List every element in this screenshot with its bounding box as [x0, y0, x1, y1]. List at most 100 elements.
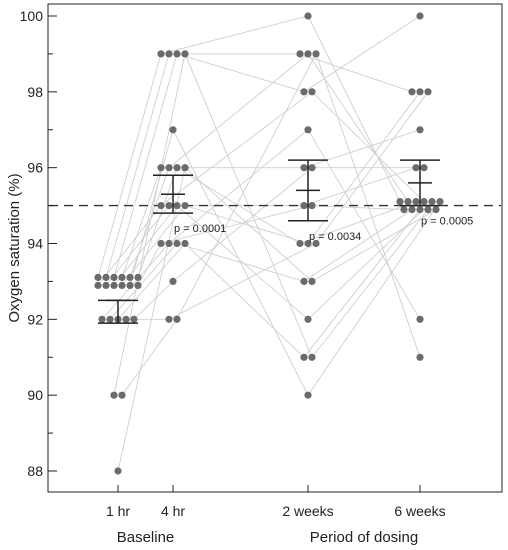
subject-line [117, 166, 437, 472]
data-point [308, 164, 316, 172]
data-point [114, 467, 122, 475]
data-point [134, 273, 142, 281]
data-point [157, 202, 165, 210]
x-axis: 1 hr 4 hr 2 weeks 6 weeks Baseline Period of … [106, 485, 446, 546]
data-point [169, 277, 177, 285]
confidence-intervals [98, 159, 440, 324]
data-point [308, 88, 316, 96]
data-point [308, 277, 316, 285]
ci-bar-4hr [153, 174, 193, 214]
subject-line [133, 167, 424, 320]
data-point [165, 164, 173, 172]
data-point [98, 315, 106, 323]
data-point [304, 391, 312, 399]
p-value-labels: p = 0.0001 p = 0.0034 p = 0.0005 [174, 216, 473, 243]
subject-line [97, 91, 425, 286]
data-point [432, 206, 440, 214]
data-point [312, 239, 320, 248]
data-point [396, 198, 404, 206]
data-point [165, 50, 173, 58]
y-tick-label: 90 [27, 387, 43, 403]
ci-bar-2wk [288, 159, 328, 222]
data-point [296, 50, 304, 58]
data-point [118, 281, 126, 289]
data-point [173, 239, 181, 248]
y-axis-title: Oxygen saturation (%) [6, 173, 23, 322]
data-point [106, 315, 114, 323]
data-point [304, 126, 312, 134]
data-point [300, 202, 308, 210]
data-point [102, 273, 110, 281]
data-point [420, 164, 428, 172]
ci-bar-6wk [400, 159, 440, 207]
data-point [304, 315, 312, 323]
data-point [304, 50, 312, 58]
data-point [424, 206, 432, 214]
data-point [102, 281, 110, 289]
data-point [130, 315, 138, 323]
p-value-6wk: p = 0.0005 [421, 216, 473, 228]
x-tick-label-1hr: 1 hr [106, 503, 130, 519]
subject-line [101, 129, 421, 320]
data-point [118, 391, 126, 399]
data-point [173, 50, 181, 58]
data-point [181, 239, 189, 248]
data-point [165, 239, 173, 248]
data-point [110, 273, 118, 281]
data-point [416, 88, 424, 96]
y-tick-label: 94 [27, 236, 43, 252]
data-point [94, 273, 102, 281]
data-points [94, 12, 444, 475]
subject-line [97, 15, 401, 278]
data-point [300, 88, 308, 96]
data-point [408, 206, 416, 214]
data-point [304, 239, 312, 248]
data-point [300, 164, 308, 172]
data-point [304, 12, 312, 20]
data-point [412, 164, 420, 172]
y-tick-label: 96 [27, 160, 43, 176]
subject-line [121, 52, 421, 396]
p-value-4hr: p = 0.0001 [174, 223, 226, 235]
data-point [173, 164, 181, 172]
data-point [308, 353, 316, 361]
data-point [300, 277, 308, 285]
data-point [424, 88, 432, 96]
x-tick-label-6wk: 6 weeks [394, 503, 445, 519]
x-tick-label-2wk: 2 weeks [282, 503, 333, 519]
data-point [165, 315, 173, 323]
data-point [126, 273, 134, 281]
data-point [157, 239, 165, 248]
plot-frame [47, 3, 503, 493]
data-point [416, 353, 424, 361]
data-point [408, 88, 416, 96]
subject-line [121, 91, 421, 286]
data-point [173, 202, 181, 210]
data-point [412, 198, 420, 206]
data-point [110, 281, 118, 289]
data-point [122, 315, 130, 323]
data-point [173, 315, 181, 323]
group-label-1: Period of dosing [310, 529, 418, 546]
y-tick-label: 92 [27, 311, 43, 327]
data-point [181, 164, 189, 172]
data-point [126, 281, 134, 289]
subject-line [109, 209, 413, 320]
data-point [416, 12, 424, 20]
data-point [157, 50, 165, 58]
x-tick-label-4hr: 4 hr [161, 503, 185, 519]
ci-bar-1hr [98, 299, 138, 324]
subject-line [113, 52, 429, 396]
data-point [300, 353, 308, 361]
subject-line [105, 53, 413, 278]
data-point [312, 50, 320, 58]
data-point [416, 206, 424, 214]
subject-line [113, 15, 421, 278]
data-point [134, 281, 142, 289]
data-point [308, 202, 316, 210]
y-tick-label: 98 [27, 84, 43, 100]
data-point [110, 391, 118, 399]
subject-line [137, 205, 405, 286]
p-value-2wk: p = 0.0034 [309, 231, 361, 243]
